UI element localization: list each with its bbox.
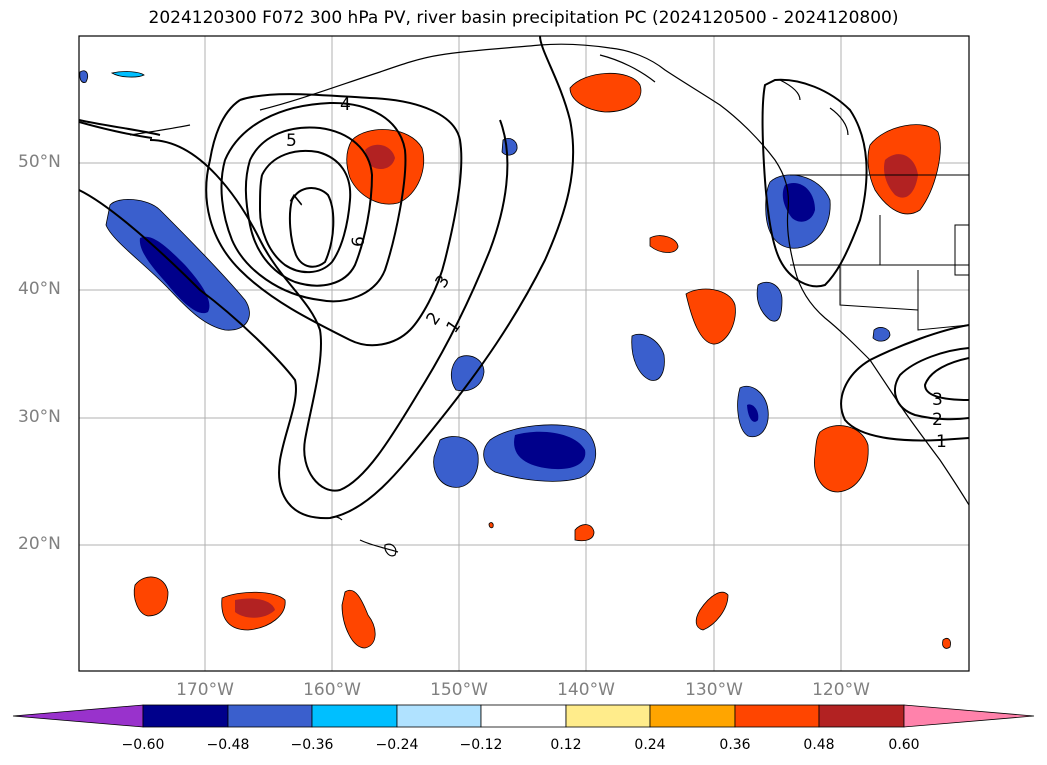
colorbar-tick-label: −0.12 bbox=[459, 737, 503, 753]
lon-label-150w: 150°W bbox=[430, 680, 488, 700]
pv-contour-se-2 bbox=[894, 347, 969, 421]
colorbar-tick-label: −0.60 bbox=[121, 737, 165, 753]
lat-label-40n: 40°N bbox=[18, 279, 61, 299]
pv-label-se-1: 1 bbox=[936, 432, 947, 452]
pv-contour-3 bbox=[205, 93, 463, 347]
lon-label-170w: 170°W bbox=[176, 680, 234, 700]
colorbar-tick-label: −0.24 bbox=[375, 737, 419, 753]
pv-label-se-2: 2 bbox=[932, 410, 943, 430]
colorbar-tick-label: −0.36 bbox=[290, 737, 334, 753]
pv-contour-right-1 bbox=[79, 119, 161, 136]
pv-label-se-3: 3 bbox=[932, 390, 943, 410]
lon-label-140w: 140°W bbox=[557, 680, 615, 700]
lon-label-130w: 130°W bbox=[685, 680, 743, 700]
coastlines bbox=[129, 43, 969, 557]
lat-label-20n: 20°N bbox=[18, 534, 61, 554]
pv-contour-east-1 bbox=[761, 78, 868, 288]
colorbar-tick-label: 0.48 bbox=[803, 737, 835, 753]
lon-label-160w: 160°W bbox=[303, 680, 361, 700]
gridlines bbox=[79, 36, 969, 671]
pv-contour-6 bbox=[258, 149, 352, 274]
pv-contour-5 bbox=[244, 126, 374, 287]
colorbar-tick-label: 0.36 bbox=[719, 737, 751, 753]
colorbar bbox=[12, 704, 1035, 728]
pv-label-4: 4 bbox=[340, 95, 351, 115]
positive-precip-areas bbox=[133, 72, 951, 649]
pv-contour-se-1 bbox=[840, 324, 969, 442]
pv-label-6: 6 bbox=[349, 236, 369, 247]
map-frame bbox=[78, 35, 970, 672]
lat-label-30n: 30°N bbox=[18, 407, 61, 427]
pv-contours bbox=[79, 36, 969, 520]
pv-contour-se-3 bbox=[923, 357, 969, 401]
negative-precip-areas bbox=[79, 70, 891, 488]
pv-contour-1 bbox=[79, 36, 575, 520]
lon-label-120w: 120°W bbox=[812, 680, 870, 700]
colorbar-tick-label: −0.48 bbox=[206, 737, 250, 753]
colorbar-extend-high bbox=[903, 704, 1035, 728]
pv-label-1: 1 bbox=[443, 317, 466, 337]
figure-title: 2024120300 F072 300 hPa PV, river basin … bbox=[148, 8, 899, 28]
colorbar-tick-label: 0.60 bbox=[888, 737, 920, 753]
pv-contour-4 bbox=[220, 101, 407, 303]
colorbar-extend-low bbox=[12, 704, 144, 728]
colorbar-tick-label: 0.24 bbox=[634, 737, 666, 753]
lat-label-50n: 50°N bbox=[18, 152, 61, 172]
colorbar-tick-label: 0.12 bbox=[550, 737, 582, 753]
pv-label-5: 5 bbox=[286, 131, 297, 151]
pv-contour-2 bbox=[149, 119, 509, 492]
pv-contour-7 bbox=[288, 187, 335, 268]
